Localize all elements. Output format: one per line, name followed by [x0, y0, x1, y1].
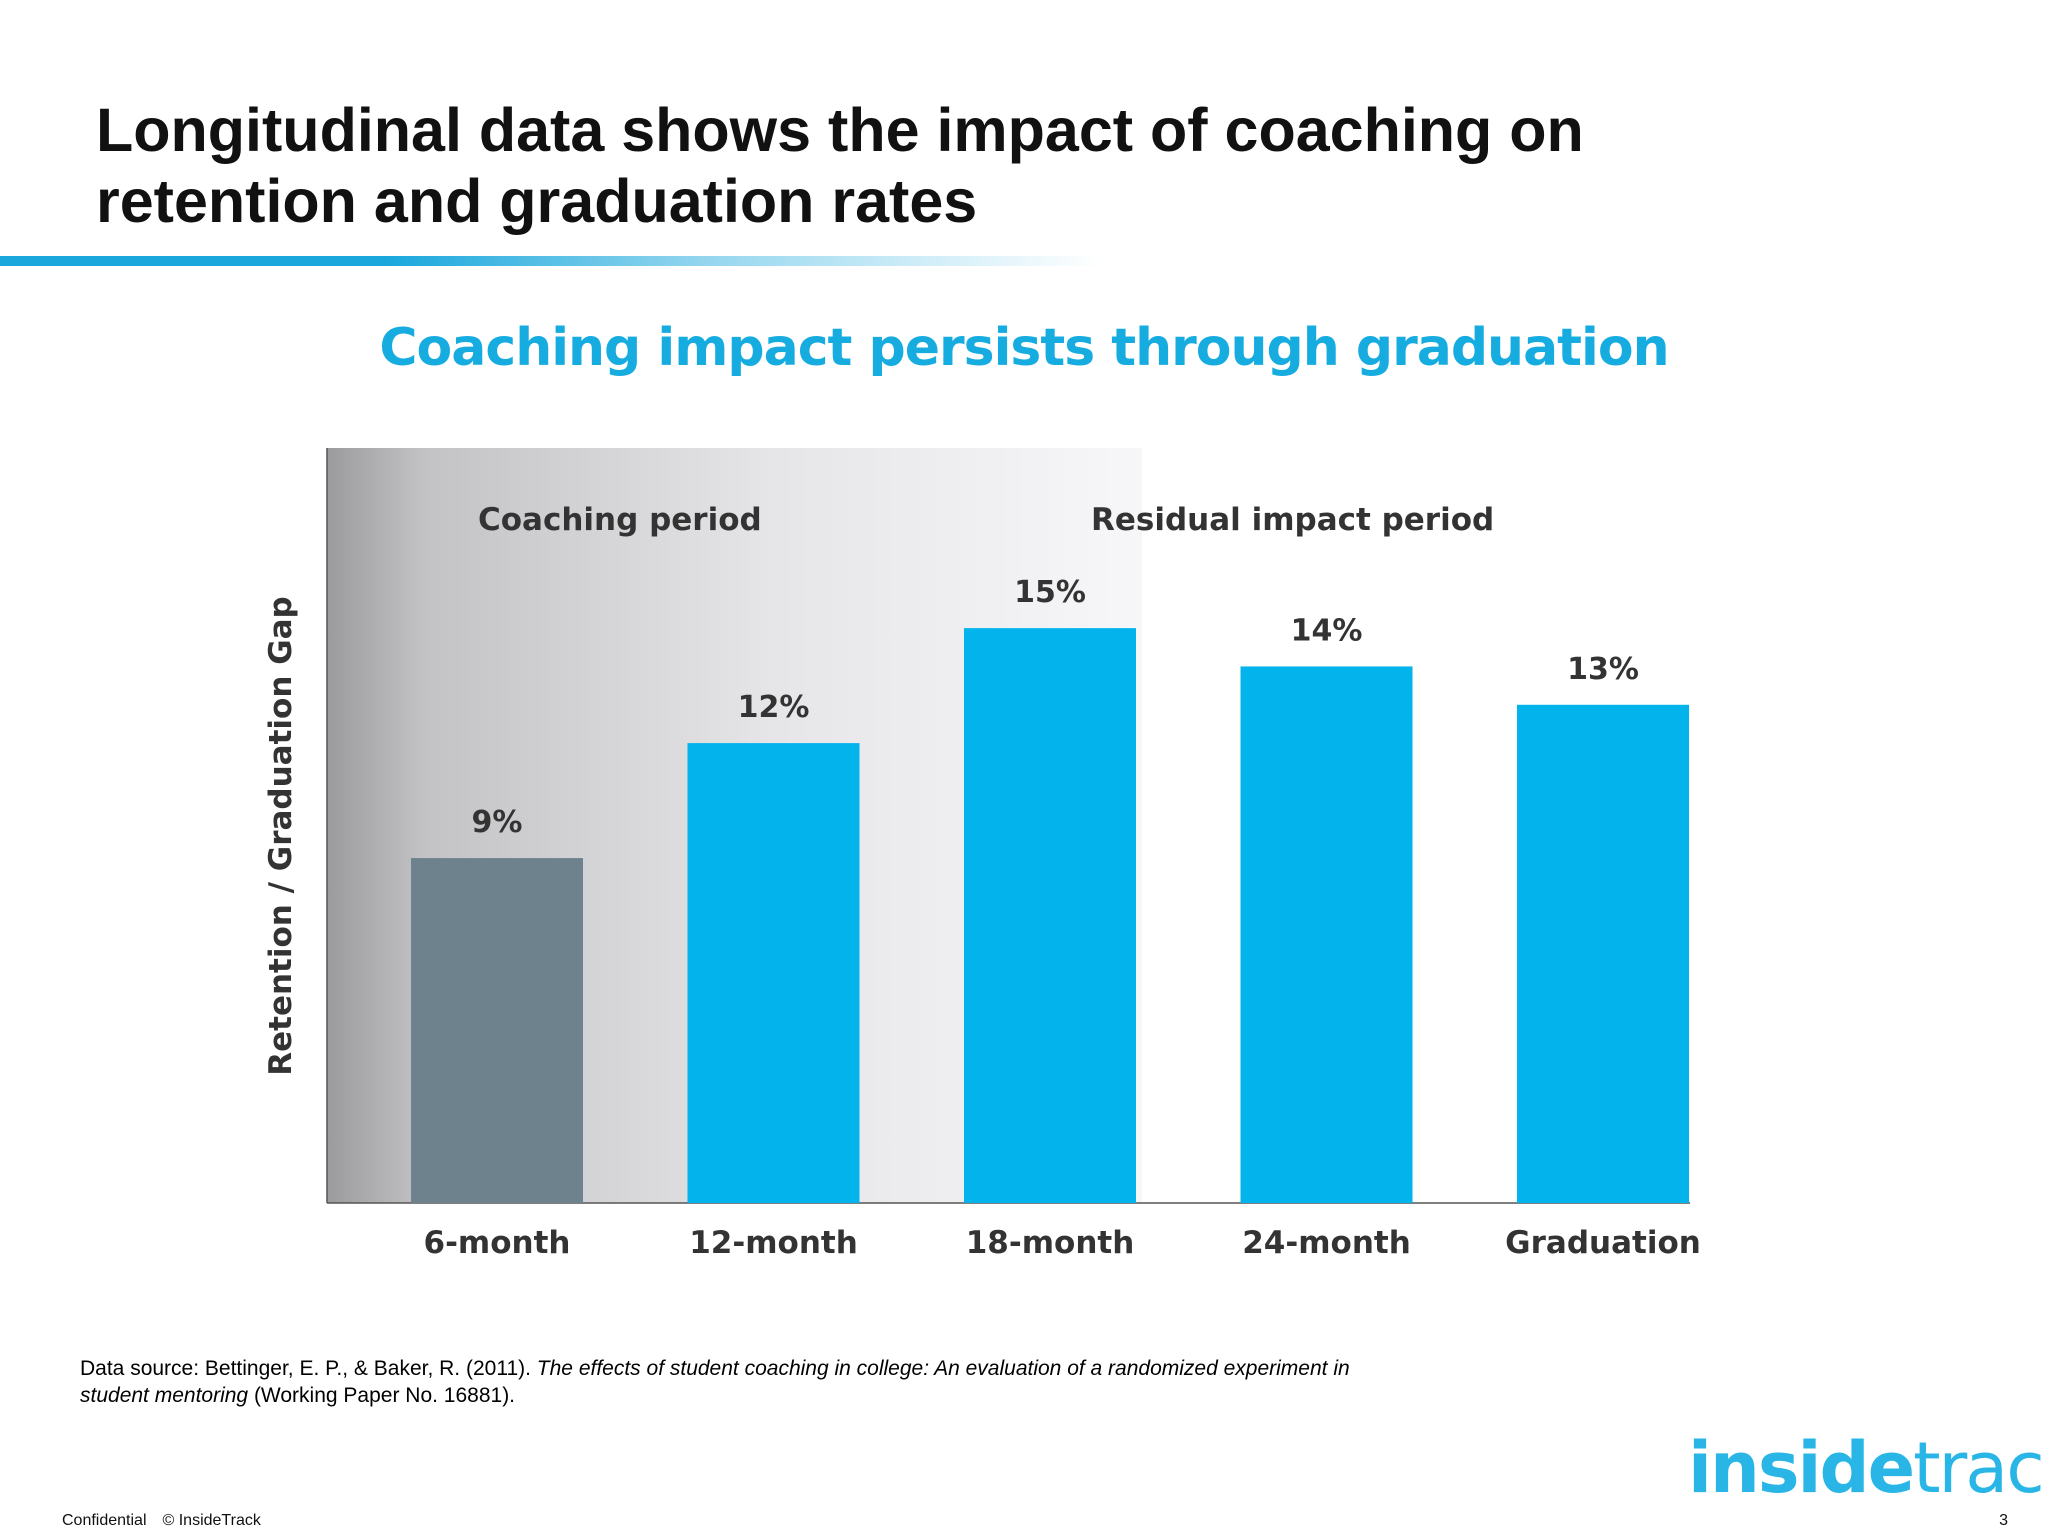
data-label-12-month: 12% [738, 690, 810, 725]
footer-copyright: © InsideTrack [162, 1512, 261, 1529]
footer-confidential: Confidential [62, 1512, 147, 1529]
source-prefix: Data source: Bettinger, E. P., & Baker, … [80, 1357, 537, 1380]
bar-12-month [687, 743, 860, 1203]
source-suffix: (Working Paper No. 16881). [248, 1384, 516, 1407]
data-label-24-month: 14% [1291, 613, 1363, 648]
y-axis-label: Retention / Graduation Gap [263, 596, 299, 1076]
logo-inside: inside [1688, 1427, 1915, 1509]
bar-24-month [1240, 666, 1413, 1203]
bar-chart: Coaching period Residual impact period R… [263, 448, 1701, 1261]
x-tick-label-18-month: 18-month [966, 1225, 1135, 1261]
source-title: The effects of student coaching in colle… [80, 1357, 1350, 1407]
title-underline [0, 256, 1100, 266]
data-source-note: Data source: Bettinger, E. P., & Baker, … [80, 1355, 1380, 1409]
data-label-6-month: 9% [472, 805, 523, 840]
bars-layer: 9% 6-month 12% 12-month 15% 18-month 14% 24-mon… [411, 575, 1701, 1261]
page-number: 3 [1999, 1512, 2008, 1529]
bar-18-month [964, 628, 1136, 1203]
data-label-18-month: 15% [1014, 575, 1086, 610]
x-tick-label-12-month: 12-month [689, 1225, 858, 1261]
period-label-residual: Residual impact period [1091, 502, 1494, 538]
insidetrack-logo: insidetrack [1688, 1427, 2048, 1509]
bar-graduation [1517, 704, 1689, 1203]
period-label-coaching: Coaching period [478, 502, 762, 538]
footer: Confidential © InsideTrack [62, 1512, 261, 1530]
chart-title: Coaching impact persists through graduat… [379, 318, 1669, 378]
x-tick-label-graduation: Graduation [1505, 1225, 1701, 1261]
bar-6-month [411, 858, 583, 1203]
x-tick-label-6-month: 6-month [424, 1225, 571, 1261]
x-tick-label-24-month: 24-month [1242, 1225, 1411, 1261]
data-label-graduation: 13% [1567, 652, 1639, 687]
logo-track: track [1913, 1427, 2048, 1509]
slide-title: Longitudinal data shows the impact of co… [96, 96, 1584, 235]
